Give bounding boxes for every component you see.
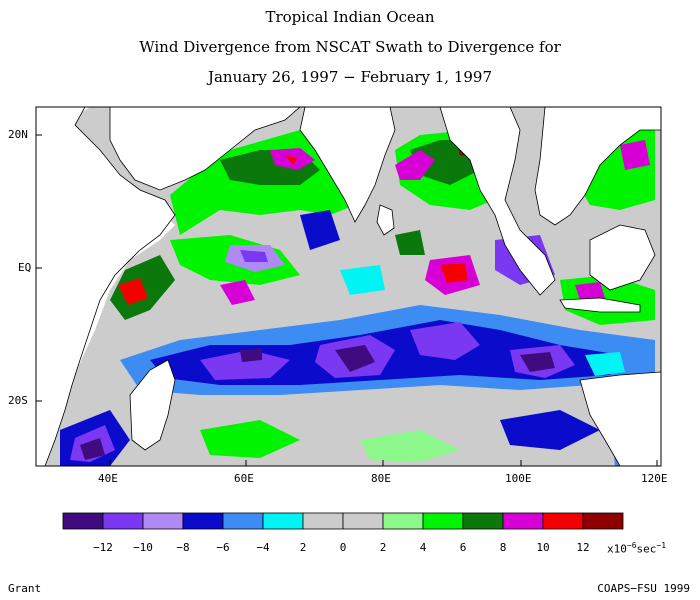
colorbar-swatch xyxy=(422,512,464,530)
colorbar-swatch xyxy=(62,512,104,530)
colorbar-tick-label: 4 xyxy=(419,541,427,554)
lon-label-100e: 100E xyxy=(505,472,532,485)
colorbar-swatch xyxy=(342,512,384,530)
colorbar-tick-label: 2 xyxy=(379,541,387,554)
colorbar-swatch xyxy=(182,512,224,530)
footer-author: Grant xyxy=(8,582,42,595)
colorbar-tick-label: −10 xyxy=(133,541,153,554)
colorbar-swatch xyxy=(502,512,544,530)
lon-label-40e: 40E xyxy=(98,472,118,485)
colorbar-swatch xyxy=(542,512,584,530)
colorbar-swatch xyxy=(222,512,264,530)
colorbar-units: x10−6sec−1 xyxy=(607,541,667,556)
colorbar-tick-label: −4 xyxy=(256,541,270,554)
colorbar-tick-label: 0 xyxy=(339,541,347,554)
colorbar-tick-label: −6 xyxy=(216,541,230,554)
map-title-line-2: Wind Divergence from NSCAT Swath to Dive… xyxy=(139,38,561,56)
lon-label-60e: 60E xyxy=(234,472,254,485)
colorbar xyxy=(62,512,624,530)
colorbar-swatch xyxy=(462,512,504,530)
map-title-line-1: Tropical Indian Ocean xyxy=(265,8,435,26)
colorbar-swatch xyxy=(262,512,304,530)
map-frame xyxy=(35,106,662,467)
colorbar-tick-label: 2 xyxy=(299,541,307,554)
lon-label-120e: 120E xyxy=(641,472,668,485)
colorbar-tick-label: 12 xyxy=(576,541,590,554)
colorbar-swatch xyxy=(302,512,344,530)
lat-label-20n: 20N xyxy=(8,128,28,141)
colorbar-swatch xyxy=(102,512,144,530)
colorbar-tick-label: 6 xyxy=(459,541,467,554)
colorbar-tick-label: 8 xyxy=(499,541,507,554)
footer-credit: COAPS−FSU 1999 xyxy=(597,582,690,595)
colorbar-swatch xyxy=(142,512,184,530)
lat-label-eq: EQ xyxy=(18,261,32,274)
divergence-field xyxy=(36,107,661,466)
lat-label-20s: 20S xyxy=(8,394,28,407)
colorbar-swatch xyxy=(382,512,424,530)
colorbar-tick-label: −8 xyxy=(176,541,190,554)
colorbar-tick-label: 10 xyxy=(536,541,550,554)
lon-label-80e: 80E xyxy=(371,472,391,485)
map-title-line-3: January 26, 1997 − February 1, 1997 xyxy=(207,68,493,86)
colorbar-tick-label: −12 xyxy=(93,541,113,554)
colorbar-swatch xyxy=(582,512,624,530)
axis-ticks xyxy=(36,134,658,466)
